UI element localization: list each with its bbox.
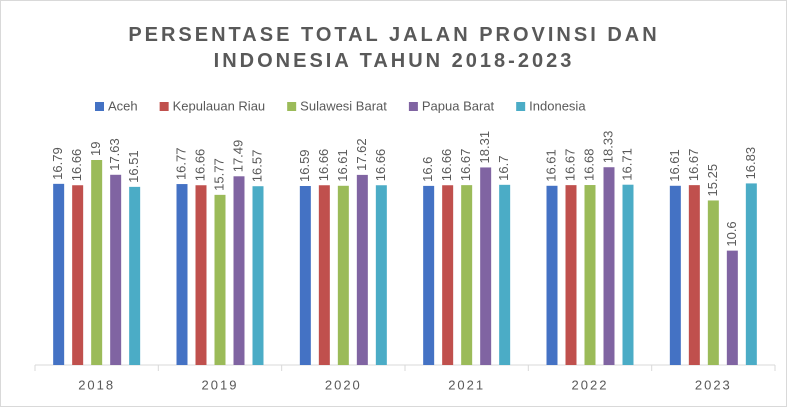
data-label: 16.66 <box>192 149 207 182</box>
data-label: 10.6 <box>724 221 739 246</box>
bar <box>110 174 122 365</box>
data-label: 16.68 <box>581 148 596 181</box>
legend-swatch <box>516 102 526 111</box>
x-tick-label: 2022 <box>572 377 609 392</box>
data-label: 16.51 <box>126 150 141 183</box>
bar <box>53 183 65 365</box>
data-label: 17.62 <box>354 138 369 171</box>
bar <box>688 185 700 365</box>
data-label: 16.79 <box>50 147 65 180</box>
data-label: 16.66 <box>316 149 331 182</box>
bar <box>546 185 558 365</box>
bar <box>442 185 454 365</box>
bar <box>603 167 615 365</box>
legend-swatch <box>408 102 418 111</box>
bar <box>252 186 264 365</box>
bar <box>461 185 473 365</box>
data-label: 16.6 <box>420 157 435 182</box>
bar <box>337 185 349 365</box>
data-label: 16.66 <box>373 149 388 182</box>
data-label: 18.31 <box>477 131 492 164</box>
x-tick-label: 2021 <box>448 377 485 392</box>
bar <box>91 160 103 365</box>
bar <box>214 194 226 365</box>
legend-label: Aceh <box>108 98 138 113</box>
bar <box>195 185 207 365</box>
data-label: 16.83 <box>743 147 758 180</box>
x-tick-label: 2019 <box>202 377 239 392</box>
bar <box>356 174 368 365</box>
bar <box>584 185 596 365</box>
legend-swatch <box>287 102 297 111</box>
legend-label: Kepulauan Riau <box>173 98 266 113</box>
data-label: 16.71 <box>619 148 634 181</box>
bar <box>669 185 681 365</box>
data-label: 16.67 <box>458 149 473 182</box>
data-label: 19 <box>88 142 103 156</box>
chart-title: PERSENTASE TOTAL JALAN PROVINSI DAN INDO… <box>128 24 660 72</box>
bar <box>72 185 84 365</box>
data-label: 16.7 <box>496 156 511 181</box>
bar <box>565 185 577 365</box>
bar <box>707 200 719 365</box>
bar <box>726 250 738 365</box>
data-label: 16.57 <box>249 150 264 183</box>
data-label: 16.66 <box>69 149 84 182</box>
bar <box>499 184 511 365</box>
legend-label: Sulawesi Barat <box>300 98 387 113</box>
bar <box>129 186 141 365</box>
x-tick-label: 2018 <box>78 377 115 392</box>
data-label: 17.49 <box>230 140 245 173</box>
data-label: 16.59 <box>297 149 312 182</box>
bar <box>318 185 330 365</box>
data-label: 18.33 <box>600 131 615 164</box>
bar <box>480 167 492 365</box>
legend-swatch <box>159 102 169 111</box>
data-label: 16.61 <box>667 149 682 182</box>
legend-label: Indonesia <box>529 98 586 113</box>
bar <box>745 183 757 365</box>
legend-swatch <box>95 102 104 111</box>
data-label: 16.61 <box>335 149 350 182</box>
bar <box>233 176 245 365</box>
x-tick-label: 2023 <box>695 377 732 392</box>
data-label: 16.67 <box>686 149 701 182</box>
bar <box>423 185 435 365</box>
x-tick-label: 2020 <box>325 377 362 392</box>
data-label: 16.66 <box>439 149 454 182</box>
legend-label: Papua Barat <box>422 98 495 113</box>
bar <box>375 185 387 365</box>
data-label: 16.61 <box>543 149 558 182</box>
data-label: 15.25 <box>705 164 720 197</box>
bar <box>176 184 188 365</box>
bar <box>299 186 311 365</box>
bar <box>622 184 634 365</box>
data-label: 16.67 <box>562 149 577 182</box>
data-label: 15.77 <box>211 158 226 191</box>
data-label: 16.77 <box>173 148 188 181</box>
data-label: 17.63 <box>107 138 122 171</box>
